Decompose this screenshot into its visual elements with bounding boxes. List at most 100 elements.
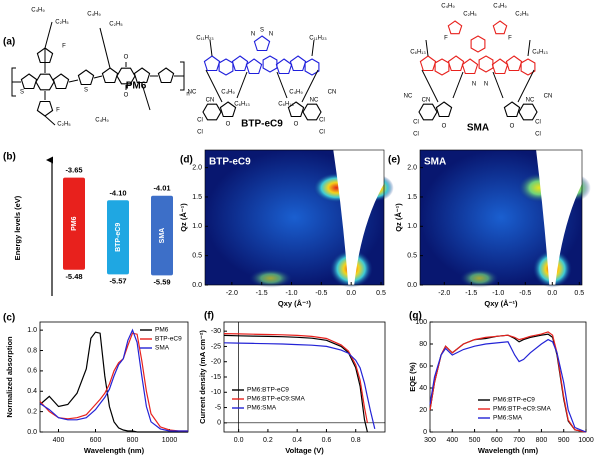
x-tick-label: 400 xyxy=(446,437,458,444)
atom-label: N xyxy=(269,32,273,38)
atom-label: O xyxy=(442,124,447,130)
x-axis-title: Wavelength (nm) xyxy=(478,446,539,455)
atom-label: CN xyxy=(422,98,431,104)
atom-label: Cl xyxy=(413,120,419,126)
atom-label: O xyxy=(294,122,299,128)
data-line xyxy=(223,333,368,423)
x-tick-label: 0.0 xyxy=(346,290,356,297)
atom-label: NC xyxy=(310,98,319,104)
ring xyxy=(434,58,450,76)
atom-label: C₂H₅ xyxy=(515,12,529,18)
bond xyxy=(425,39,429,57)
atom-label: S xyxy=(84,88,88,94)
atom-label: C₁₁H₂₃ xyxy=(309,36,327,42)
atom-label: C₂H₅ xyxy=(463,12,477,18)
atom-label: CN xyxy=(544,94,553,100)
data-line xyxy=(429,338,587,433)
bond xyxy=(99,27,111,69)
atom-label: C₆H₁₃ xyxy=(234,102,250,108)
atom-label: Cl xyxy=(535,120,541,126)
atom-label: Cl xyxy=(319,118,325,124)
y-tick-label: -30 xyxy=(211,328,221,335)
ring xyxy=(518,103,538,121)
atom-label: C₁₁H₂₃ xyxy=(196,36,214,42)
atom-label: C₆H₁₃ xyxy=(532,50,548,56)
x-tick-label: -1.5 xyxy=(465,290,477,297)
ring xyxy=(304,58,320,76)
bond xyxy=(44,115,56,126)
atom-label: C₄H₉ xyxy=(441,4,455,10)
y-tick-label: 100 xyxy=(415,319,427,326)
image-label: SMA xyxy=(424,157,446,168)
scatter-peak xyxy=(459,268,499,288)
atom-label: O xyxy=(124,93,129,99)
bond xyxy=(44,21,53,49)
bond xyxy=(205,69,223,103)
legend-label: PM6:BTP-eC9:SMA xyxy=(493,406,551,413)
y-axis-title: Qz (Å⁻¹) xyxy=(394,203,403,232)
bond xyxy=(311,39,315,57)
ring xyxy=(447,20,463,35)
bar-category: SMA xyxy=(159,228,166,244)
atom-label: C₄H₉ xyxy=(95,118,109,124)
ring xyxy=(36,100,54,117)
ring xyxy=(253,35,271,52)
x-tick-label: 0.4 xyxy=(292,437,302,444)
x-tick-label: 1000 xyxy=(162,437,178,444)
atom-label: C₂H₅ xyxy=(55,20,69,26)
bond xyxy=(141,83,151,111)
y-tick-label: 1.0 xyxy=(407,223,417,230)
panel-label: (b) xyxy=(3,152,16,163)
x-tick-label: -1.0 xyxy=(492,290,504,297)
y-tick-label: 0.2 xyxy=(27,408,37,415)
image-frame xyxy=(204,149,385,286)
legend-label: PM6:SMA xyxy=(247,405,277,412)
bond xyxy=(421,69,439,103)
atom-label: Cl xyxy=(319,130,325,136)
atom-label: CN xyxy=(206,98,215,104)
y-tick-label: 2.0 xyxy=(407,164,417,171)
x-tick-label: 0.8 xyxy=(351,437,361,444)
atom-label: C₄H₉ xyxy=(289,90,303,96)
atom-label: C₄H₉ xyxy=(87,12,101,18)
ring xyxy=(262,55,278,73)
y-tick-label: -20 xyxy=(211,359,221,366)
atom-label: CN xyxy=(328,90,337,96)
atom-label: F xyxy=(508,36,512,42)
panel-label: (e) xyxy=(388,155,400,166)
x-tick-label: 600 xyxy=(491,437,503,444)
ring xyxy=(231,55,249,72)
x-tick-label: -1.5 xyxy=(256,290,268,297)
atom-label: n xyxy=(186,92,189,98)
atom-label: C₆H₁₃ xyxy=(278,102,294,108)
ring xyxy=(20,73,38,90)
y-tick-label: 60 xyxy=(419,363,427,370)
y-axis-title: EQE (%) xyxy=(408,362,417,392)
lumo-label: -4.10 xyxy=(109,188,126,197)
molecule-name: BTP-eC9 xyxy=(241,119,283,130)
plot-frame xyxy=(223,321,386,433)
ring xyxy=(289,55,307,72)
panel-label: (f) xyxy=(204,311,214,322)
y-tick-label: 40 xyxy=(419,385,427,392)
scatter-peak xyxy=(249,268,293,288)
x-tick-label: 300 xyxy=(424,437,436,444)
y-tick-label: 1.5 xyxy=(407,194,417,201)
bar-category: BTP-eC9 xyxy=(115,223,122,252)
panel-label: (c) xyxy=(3,313,15,324)
x-tick-label: 0.0 xyxy=(547,290,557,297)
y-axis-title: Normalized absorption xyxy=(5,336,14,418)
x-tick-label: 700 xyxy=(513,437,525,444)
ring xyxy=(419,55,437,72)
x-axis-title: Qxy (Å⁻¹) xyxy=(484,299,518,308)
ring xyxy=(461,58,479,75)
atom-label: Cl xyxy=(535,132,541,138)
atom-label: C₄H₉ xyxy=(221,90,235,96)
y-tick-label: 0.0 xyxy=(192,282,202,289)
ring xyxy=(470,35,486,53)
ring xyxy=(219,101,237,118)
data-line xyxy=(39,328,188,432)
y-tick-label: -5 xyxy=(215,404,221,411)
data-line xyxy=(223,334,368,433)
